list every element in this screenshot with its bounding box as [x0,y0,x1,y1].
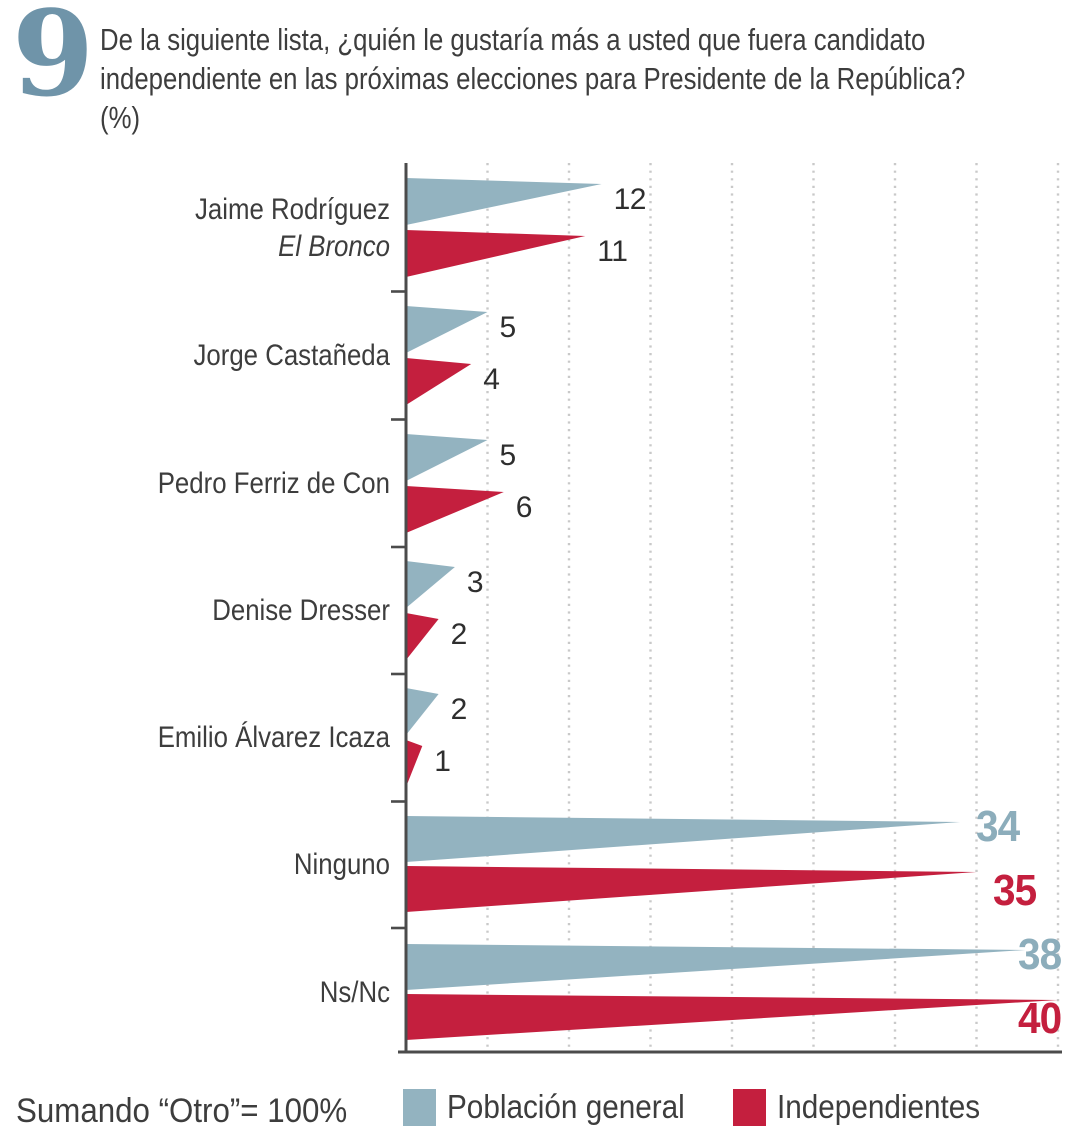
bar-poblacion-general [406,688,439,735]
unit-note: (%) [100,100,141,135]
bar-independientes [406,740,423,787]
bar-poblacion-general [406,944,1026,990]
bar-independientes [406,486,504,533]
question-line-1: De la siguiente lista, ¿quién le gustarí… [100,22,926,57]
question-line-2: independiente en las próximas elecciones… [100,61,966,96]
legend-label-independientes: Independientes [777,1088,981,1125]
bar-poblacion-general [406,816,961,862]
bar-poblacion-general [406,434,488,481]
bar-independientes [406,866,977,912]
legend-item-independientes: Independientes [733,1086,1003,1128]
bar-poblacion-general [406,306,488,353]
legend-item-poblacion-general: Población general [403,1086,711,1128]
bar-independientes [406,358,472,405]
legend-label-poblacion-general: Población general [447,1088,685,1125]
bar-poblacion-general [406,561,455,608]
legend-swatch-poblacion-general-icon [403,1088,436,1126]
bar-poblacion-general [406,178,602,225]
question-number: 9 [12,0,95,123]
footnote: Sumando “Otro”= 100% [16,1092,348,1130]
legend-swatch-independientes-icon [733,1088,766,1126]
question-text: De la siguiente lista, ¿quién le gustarí… [100,20,965,137]
bar-independientes [406,230,586,277]
bar-independientes [406,994,1058,1040]
bar-independientes [406,613,439,660]
